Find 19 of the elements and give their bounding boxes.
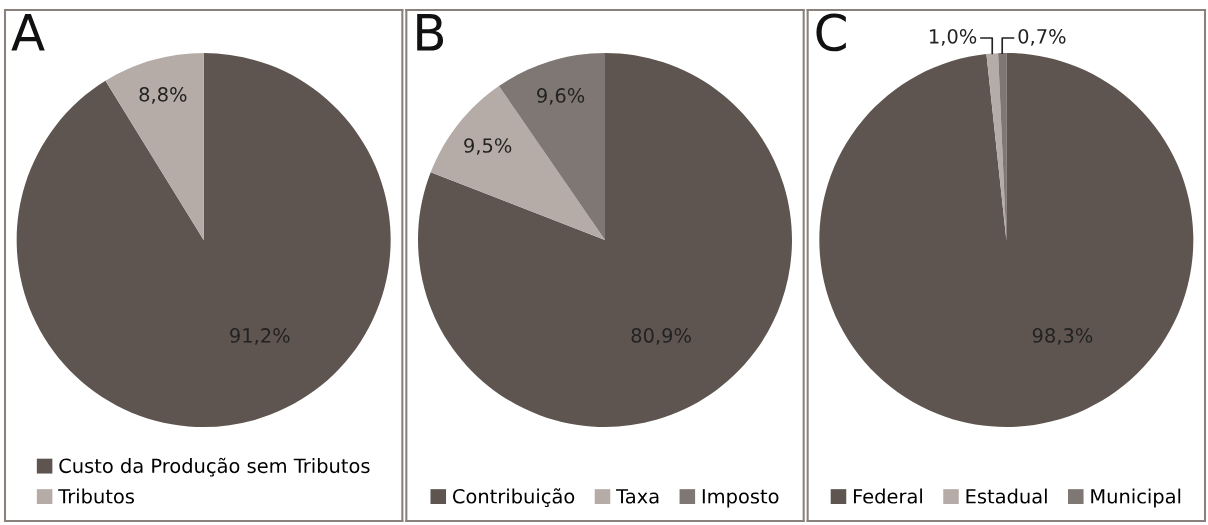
legend-label: Custo da Produção sem Tributos <box>59 457 370 477</box>
data-label: 91,2% <box>230 328 290 345</box>
chart-title: A <box>11 14 45 51</box>
data-label: 8,8% <box>139 87 187 104</box>
slice-label: Federal <box>853 488 922 504</box>
legend-label: Taxa <box>616 489 659 504</box>
data-label: 98,3% <box>1032 328 1093 345</box>
legend-label: Contribuição <box>452 488 575 508</box>
data-label: 0,7% <box>1018 28 1066 46</box>
data-label: 9,6% <box>537 88 585 105</box>
chart-title: B <box>417 14 444 51</box>
data-label: 1,0% <box>930 28 977 46</box>
legend-label: Municipal <box>1091 488 1181 508</box>
chart-title: C <box>816 13 846 52</box>
legend-label: Estadual <box>966 488 1047 504</box>
legend-label: Imposto <box>702 489 779 508</box>
data-label: 80,9% <box>631 328 691 345</box>
data-label: 9,5% <box>464 138 512 155</box>
legend-label: Tributos <box>58 488 134 504</box>
